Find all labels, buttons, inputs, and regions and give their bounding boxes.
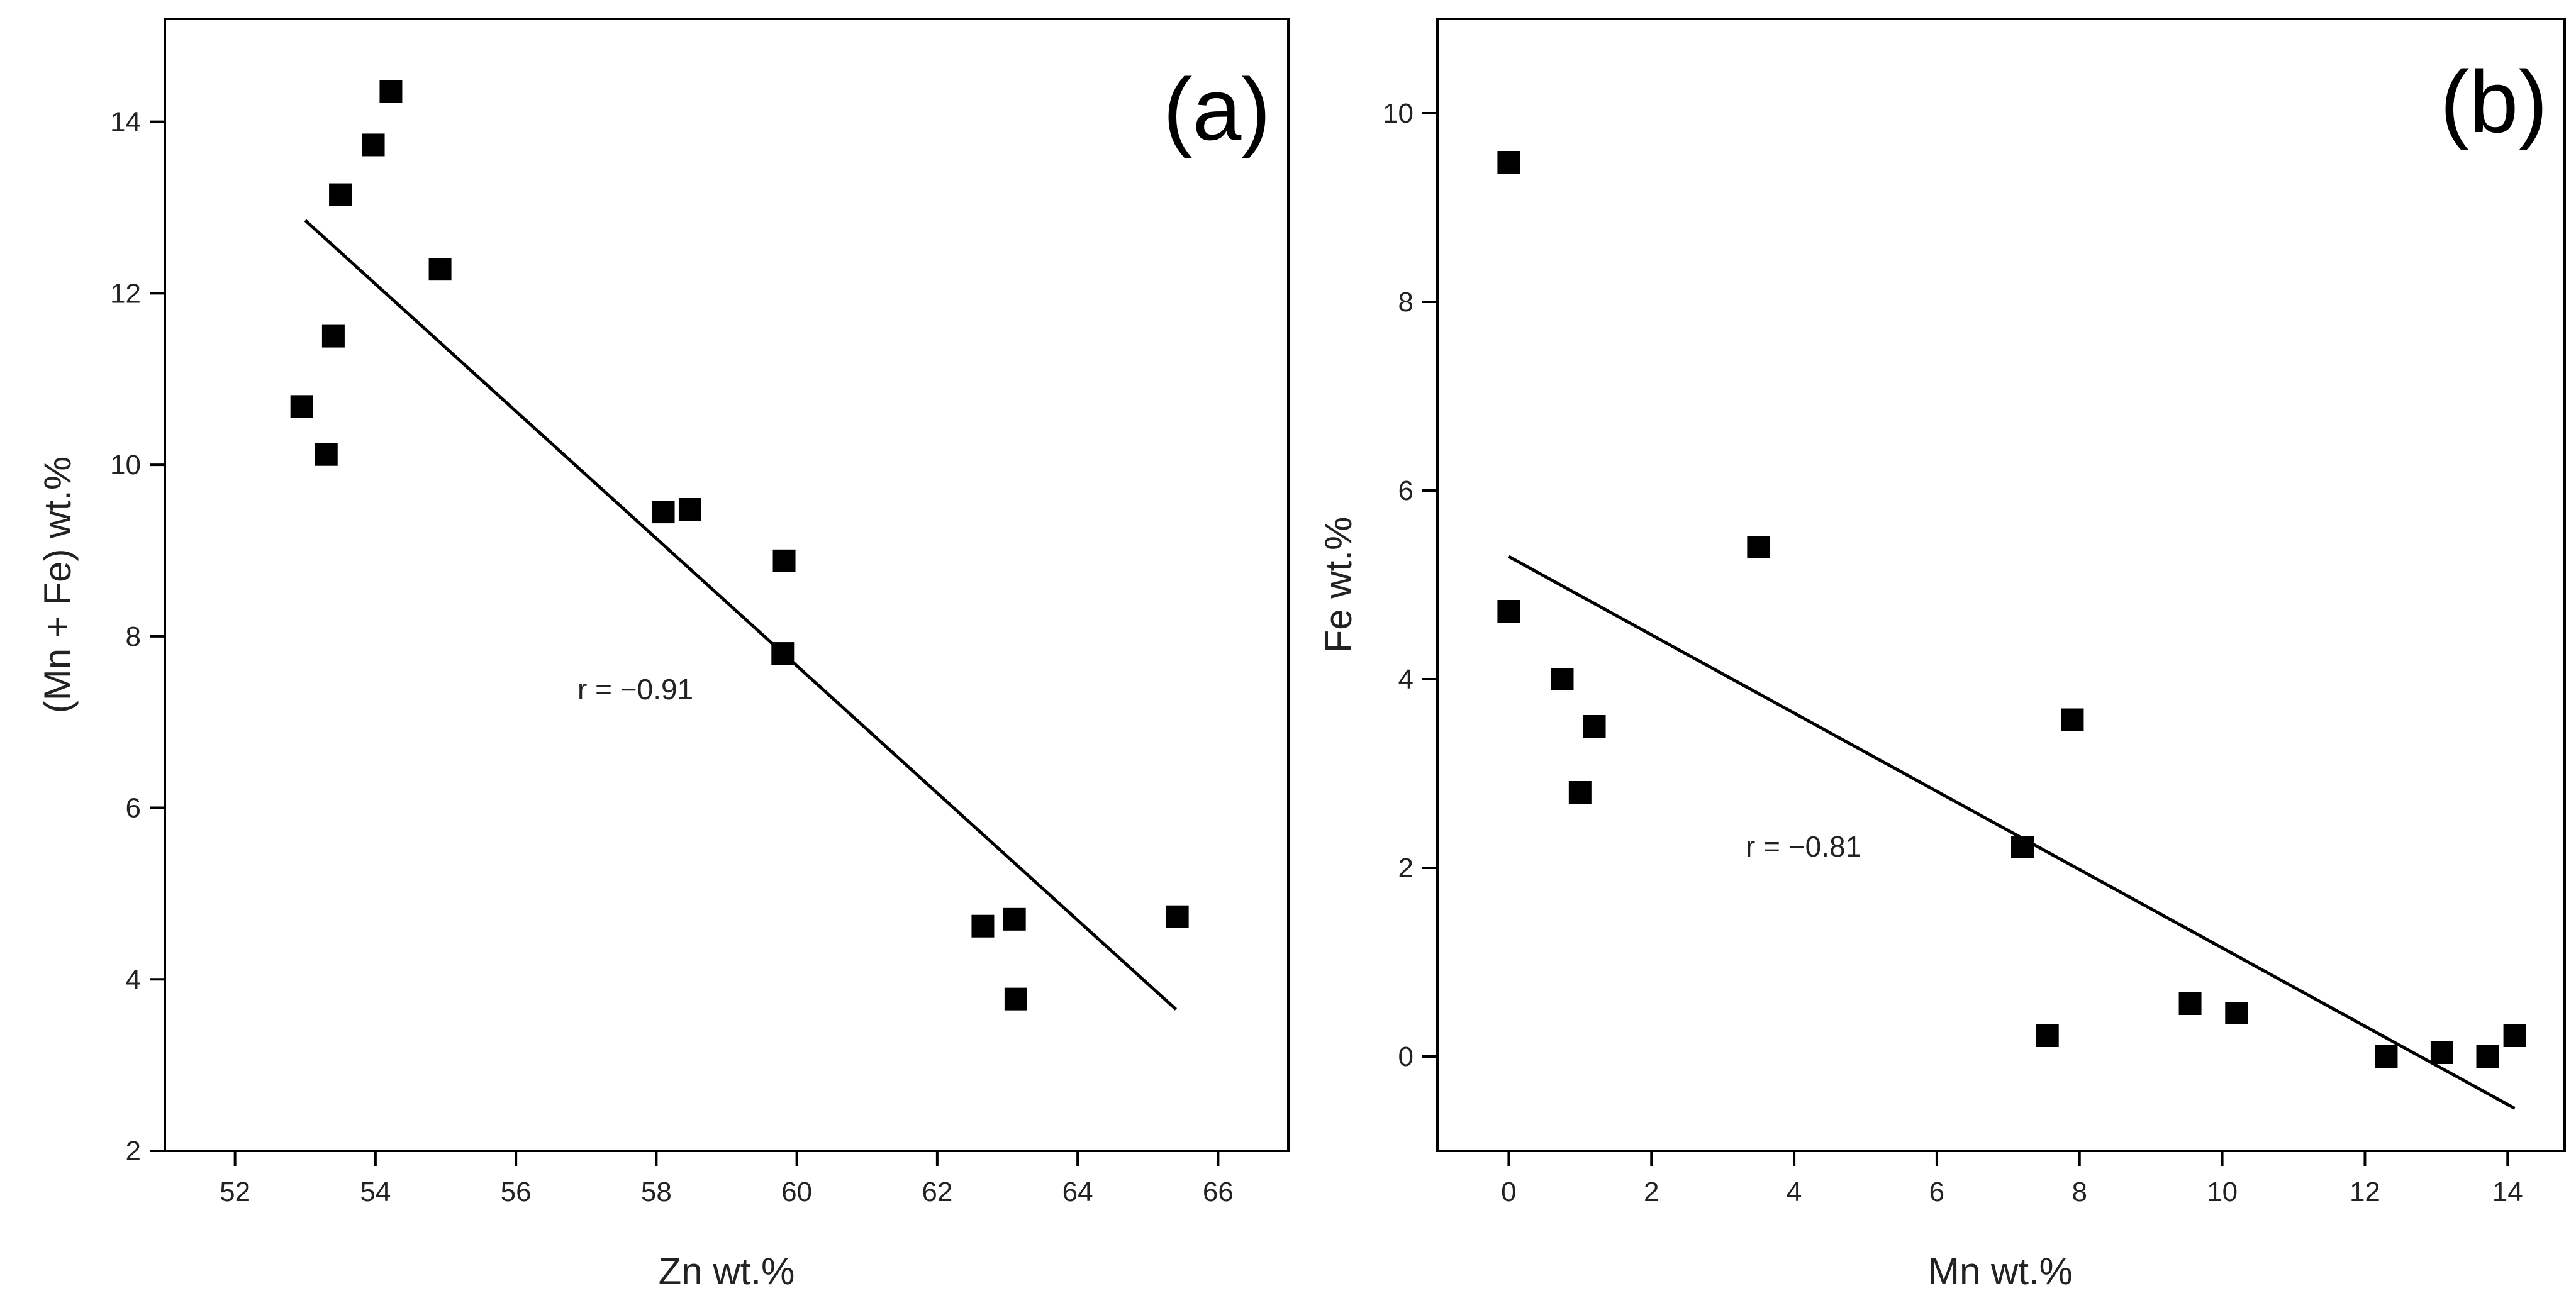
panel-b-data-point [2036, 1024, 2059, 1047]
panel-b-data-point [2476, 1045, 2499, 1068]
panel-a-x-axis-title: Zn wt.% [659, 1250, 795, 1292]
panel-b-x-tick-label: 2 [1644, 1177, 1659, 1207]
panel-a-x-ticks: 52 54 56 58 60 62 64 66 [220, 1151, 1234, 1207]
panel-a-data-point [1003, 907, 1026, 931]
panel-b-data-point [2178, 992, 2202, 1015]
panel-b-plot-frame [1436, 18, 2566, 1152]
panel-b-data-point [1583, 715, 1606, 738]
panel-a-y-tick-label: 10 [110, 450, 141, 480]
panel-b-data-point [1747, 536, 1770, 558]
panel-a-y-tick-label: 6 [126, 793, 141, 824]
panel-a-trend-line [304, 219, 1178, 1011]
panel-b-data-point [2225, 1002, 2248, 1024]
panel-a-data-point [321, 324, 345, 348]
panel-a-data-point [652, 501, 675, 524]
panel-a-data-point [1166, 905, 1189, 928]
panel-a-x-tick-label: 60 [781, 1177, 812, 1207]
panel-a-plot-frame [164, 18, 1290, 1152]
panel-a-data-point [329, 183, 352, 206]
panel-b-data-point [1551, 668, 1574, 690]
panel-b-x-tick-label: 10 [2207, 1177, 2238, 1207]
panel-a-x-tick-label: 54 [360, 1177, 391, 1207]
panel-a: 52 54 56 58 60 62 64 66 2 4 6 8 10 12 14 (a) r = −0.9… [36, 18, 1290, 1292]
panel-a-label: (a) [1163, 60, 1271, 158]
panel-b-trend-line [1508, 555, 2516, 1110]
panel-a-data-point [379, 80, 403, 103]
panel-b-x-tick-label: 12 [2350, 1177, 2380, 1207]
panel-b-data-point [1497, 600, 1520, 623]
panel-b-label: (b) [2440, 52, 2548, 151]
panel-a-x-tick-label: 58 [641, 1177, 672, 1207]
panel-a-data-point [971, 914, 995, 938]
panel-a-y-tick-label: 8 [126, 621, 141, 652]
panel-a-correlation-annotation: r = −0.91 [577, 673, 693, 706]
panel-a-y-tick-label: 2 [126, 1136, 141, 1167]
panel-a-y-tick-label: 14 [110, 107, 141, 138]
panel-a-data-points [290, 80, 1189, 1011]
panel-b-data-point [1568, 781, 1592, 804]
panel-a-y-ticks: 2 4 6 8 10 12 14 [110, 107, 165, 1167]
panel-b-y-axis-title: Fe wt.% [1317, 517, 1359, 653]
panel-b-y-tick-label: 4 [1398, 664, 1413, 695]
panel-a-y-tick-label: 4 [126, 964, 141, 995]
panel-a-data-point [678, 498, 701, 521]
panel-a-x-tick-label: 66 [1203, 1177, 1234, 1207]
panel-b-y-ticks: 0 2 4 6 8 10 [1383, 98, 1437, 1072]
panel-b-x-tick-label: 8 [2072, 1177, 2087, 1207]
panel-a-y-tick-label: 12 [110, 278, 141, 309]
panel-b-y-tick-label: 10 [1383, 98, 1413, 129]
panel-b-y-tick-label: 0 [1398, 1041, 1413, 1072]
panel-b-data-point [1497, 151, 1520, 174]
panel-b-x-tick-label: 0 [1501, 1177, 1516, 1207]
panel-a-x-tick-label: 52 [220, 1177, 250, 1207]
panel-a-x-tick-label: 56 [501, 1177, 532, 1207]
panel-b-correlation-annotation: r = −0.81 [1746, 830, 1861, 863]
panel-a-data-point [290, 395, 313, 418]
panel-b-data-point [2430, 1041, 2453, 1064]
panel-a-x-tick-label: 64 [1062, 1177, 1093, 1207]
panel-b-data-point [2011, 836, 2034, 858]
panel-b-data-point [2503, 1024, 2526, 1047]
panel-a-data-point [772, 549, 796, 572]
panel-a-data-point [362, 133, 385, 157]
panel-b: 0 2 4 6 8 10 12 14 0 2 4 6 8 10 (b) r = −0.81 Mn wt.… [1317, 18, 2566, 1292]
panel-a-data-point [315, 443, 338, 466]
panel-b-data-points [1497, 151, 2526, 1068]
panel-b-x-axis-title: Mn wt.% [1928, 1250, 2073, 1292]
panel-a-data-point [1004, 987, 1027, 1011]
panel-b-y-tick-label: 2 [1398, 853, 1413, 884]
panel-a-data-point [428, 258, 452, 281]
panel-b-x-tick-label: 4 [1787, 1177, 1802, 1207]
panel-b-y-tick-label: 6 [1398, 475, 1413, 506]
panel-b-x-ticks: 0 2 4 6 8 10 12 14 [1501, 1151, 2523, 1207]
panel-b-x-tick-label: 14 [2492, 1177, 2523, 1207]
panel-a-data-point [771, 642, 795, 665]
panel-b-y-tick-label: 8 [1398, 287, 1413, 318]
panel-b-data-point [2061, 708, 2084, 731]
panel-b-x-tick-label: 6 [1929, 1177, 1944, 1207]
panel-a-y-axis-title: (Mn + Fe) wt.% [36, 457, 79, 713]
panel-a-x-tick-label: 62 [922, 1177, 952, 1207]
panel-b-data-point [2375, 1045, 2398, 1068]
